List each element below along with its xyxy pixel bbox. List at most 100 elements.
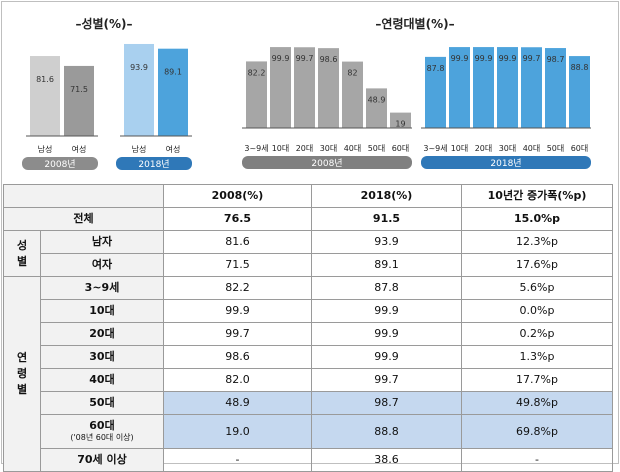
row-label: 30대: [40, 345, 164, 369]
age-bar: [497, 47, 518, 128]
gender-bar-value: 93.9: [130, 63, 148, 72]
age-bar-value: 99.7: [296, 54, 314, 63]
table-row: 20대 99.7 99.9 0.2%p: [4, 322, 613, 346]
table-header-row: 2008(%) 2018(%) 10년간 증가폭(%p): [3, 184, 613, 208]
row-label: 20대: [40, 322, 164, 346]
gender-category-label: 여성: [166, 144, 181, 154]
age-bar: [449, 47, 470, 128]
age-category-label: 10대: [272, 144, 290, 153]
age-category-label: 50대: [368, 144, 386, 153]
age-category-label: 40대: [523, 144, 541, 153]
gender-bar: [64, 65, 94, 136]
table-cell: 19.0: [163, 414, 312, 449]
row-label-text: 30대: [89, 350, 115, 363]
data-table: 2008(%) 2018(%) 10년간 증가폭(%p) 전체 76.5 91.5 15.0…: [3, 184, 613, 472]
gender-chart-title: –성별(%)–: [75, 16, 132, 31]
table-row: 60대 ('08년 60대 이상) 19.0 88.8 69.8%p: [4, 414, 613, 449]
age-bar: [342, 61, 363, 128]
age-category-label: 30대: [320, 144, 338, 153]
table-cell: 99.9: [311, 299, 462, 323]
gender-bar-value: 81.6: [36, 75, 54, 84]
table-row-total: 전체 76.5 91.5 15.0%p: [3, 207, 613, 231]
table-cell: 76.5: [163, 207, 312, 231]
table-cell: 38.6: [311, 448, 462, 472]
age-year-label: 2008년: [311, 158, 342, 169]
table-cell: 99.9: [163, 299, 312, 323]
age-chart-title: –연령대별(%)–: [375, 16, 454, 31]
gender-bar: [30, 56, 60, 137]
table-cell: 98.6: [163, 345, 312, 369]
table-cell: 82.0: [163, 368, 312, 392]
table-cell: 82.2: [163, 276, 312, 300]
table-cell: -: [163, 448, 312, 472]
table-row: 40대 82.0 99.7 17.7%p: [4, 368, 613, 392]
row-label: 전체: [3, 207, 164, 231]
age-category-label: 10대: [451, 144, 469, 153]
group-label: 연령별: [3, 276, 41, 472]
gender-category-label: 남성: [38, 145, 53, 154]
age-bar: [545, 48, 566, 128]
row-label-text: 20대: [89, 327, 115, 340]
age-bar: [390, 112, 411, 128]
row-sublabel: ('08년 60대 이상): [70, 432, 134, 442]
table-cell: 69.8%p: [461, 414, 613, 449]
age-bar-value: 48.9: [368, 95, 386, 104]
age-bar: [294, 47, 315, 129]
table-row: 성별 남자 81.6 93.9 12.3%p: [3, 230, 613, 277]
table-row: 여자 71.5 89.1 17.6%p: [4, 253, 613, 277]
table-header-cell: 10년간 증가폭(%p): [461, 184, 613, 208]
table-header-cell: [3, 184, 164, 208]
table-cell: 49.8%p: [461, 391, 613, 415]
age-chart: –연령대별(%)– 82.2 3~9세 99.9 10대 99.7 20대 98.6 30대 82…: [242, 16, 591, 169]
row-label: 여자: [40, 253, 164, 277]
gender-category-label: 여성: [72, 144, 87, 154]
age-bar-value: 98.6: [320, 55, 338, 64]
table-row: 10대 99.9 99.9 0.0%p: [4, 299, 613, 323]
table-row: 50대 48.9 98.7 49.8%p: [4, 391, 613, 415]
age-bar: [473, 47, 494, 128]
age-bar: [366, 88, 387, 128]
age-bar: [270, 47, 291, 128]
table-cell: 71.5: [163, 253, 312, 277]
row-label: 50대: [40, 391, 164, 415]
row-label-text: 50대: [89, 396, 115, 409]
table-cell: 81.6: [163, 230, 312, 254]
age-category-label: 20대: [475, 144, 493, 153]
gender-bar: [158, 48, 188, 136]
table-cell: 99.9: [311, 345, 462, 369]
table-cell: 91.5: [311, 207, 462, 231]
table-header-cell: 2008(%): [163, 184, 312, 208]
gender-bar: [124, 43, 154, 137]
row-label-text: 10대: [89, 304, 115, 317]
row-label-text: 여자: [91, 258, 113, 271]
row-label-text: 3~9세: [84, 281, 120, 294]
age-bar: [318, 48, 339, 128]
table-cell: 0.2%p: [461, 322, 613, 346]
age-bar: [425, 56, 446, 128]
row-label: 3~9세: [40, 276, 164, 300]
age-bar-value: 99.7: [523, 54, 541, 63]
age-bar-value: 99.9: [499, 54, 517, 63]
gender-bar-value: 71.5: [70, 85, 88, 94]
table-cell: 98.7: [311, 391, 462, 415]
gender-bar-value: 89.1: [164, 68, 182, 77]
gender-year-badge: [22, 157, 98, 170]
table-cell: 1.3%p: [461, 345, 613, 369]
table-cell: 17.6%p: [461, 253, 613, 277]
table-cell: 93.9: [311, 230, 462, 254]
row-label-text: 70세 이상: [77, 453, 127, 466]
age-category-label: 40대: [344, 144, 362, 153]
row-label: 40대: [40, 368, 164, 392]
table-cell: 99.7: [311, 368, 462, 392]
age-bar-value: 19: [395, 120, 405, 129]
group-label-text: 연령별: [16, 351, 28, 396]
age-year-label: 2018년: [490, 158, 521, 169]
age-bar-value: 82: [347, 69, 357, 78]
age-category-label: 20대: [296, 144, 314, 153]
gender-year-label: 2008년: [44, 159, 75, 170]
age-category-label: 60대: [571, 144, 589, 153]
table-header-cell: 2018(%): [311, 184, 462, 208]
table-cell: 99.7: [163, 322, 312, 346]
age-bar: [521, 47, 542, 129]
row-label: 60대 ('08년 60대 이상): [40, 414, 164, 449]
